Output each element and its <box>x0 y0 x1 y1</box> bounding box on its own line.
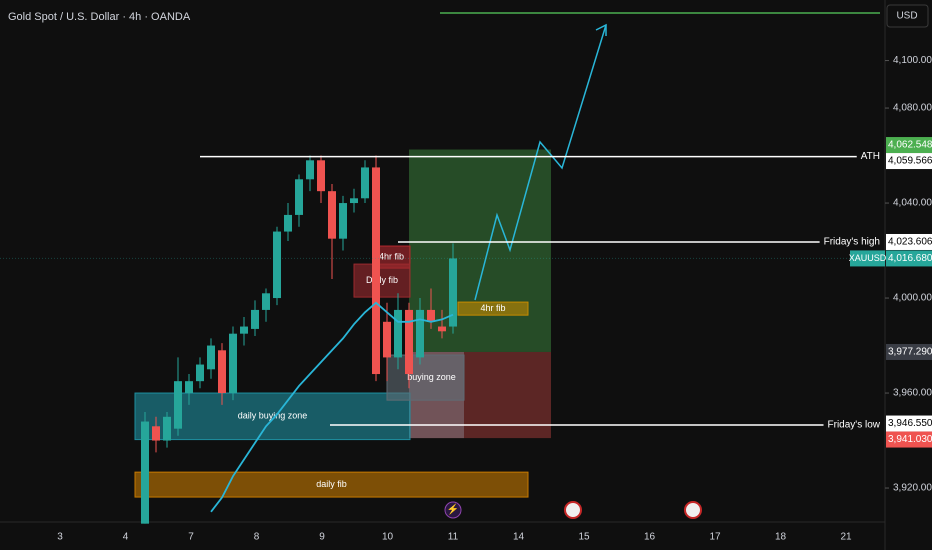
y-tick-label: 3,960.000 <box>893 388 932 399</box>
candle-body <box>174 381 182 429</box>
price-label: 4,016.680 <box>888 253 932 264</box>
zone-label: 4hr fib <box>379 251 404 261</box>
price-label-box <box>886 415 932 432</box>
zone-label: buying zone <box>407 372 456 382</box>
price-label-box <box>886 137 932 154</box>
x-tick-label: 8 <box>254 532 260 543</box>
x-tick-label: 10 <box>382 532 394 543</box>
price-axis: 3,920.000 3,960.000 4,000.000 4,040.000 4,08… <box>849 55 932 494</box>
candle-body <box>394 309 402 358</box>
candle-body <box>339 203 347 239</box>
candle-body <box>372 167 380 375</box>
candle-body <box>185 381 193 394</box>
y-tick-label: 4,000.000 <box>893 293 932 304</box>
price-label: 3,946.550 <box>888 418 932 429</box>
candle-body <box>196 364 204 382</box>
zones: daily buying zone daily fib 4hr fib Daily f… <box>134 149 551 498</box>
price-label: 3,977.290 <box>888 347 932 358</box>
levels: ATH Friday's high Friday's low <box>0 151 885 431</box>
candle-body <box>229 333 237 394</box>
candle-body <box>295 179 303 215</box>
zone-label: 4hr fib <box>480 303 505 313</box>
candle-body <box>251 309 259 329</box>
zone-label: daily fib <box>316 479 347 489</box>
candle-body <box>438 326 446 332</box>
price-label-box <box>886 153 932 170</box>
price-label-box <box>886 233 932 250</box>
candle-body <box>350 198 358 204</box>
x-tick-label: 9 <box>319 532 325 543</box>
event-icon-glyph: ⚡ <box>447 503 459 516</box>
price-label: 4,059.566 <box>888 156 932 167</box>
symbol-label: XAUUSD <box>849 253 887 263</box>
level-name: ATH <box>861 151 880 162</box>
candle-body <box>284 214 292 232</box>
x-tick-label: 18 <box>775 532 787 543</box>
level-name: Friday's high <box>824 237 880 248</box>
candle-body <box>306 160 314 180</box>
y-tick-label: 4,100.000 <box>893 55 932 66</box>
currency-label: USD <box>896 11 917 22</box>
x-tick-label: 17 <box>709 532 721 543</box>
y-tick-label: 4,080.000 <box>893 103 932 114</box>
candle-body <box>361 167 369 199</box>
zone-label: daily buying zone <box>238 411 308 421</box>
y-tick-label: 3,920.000 <box>893 483 932 494</box>
price-label-box <box>886 343 932 360</box>
x-tick-label: 15 <box>578 532 590 543</box>
candle-body <box>141 421 149 524</box>
moving-average <box>210 301 454 513</box>
price-label-box <box>886 431 932 448</box>
price-label: 4,023.606 <box>888 237 932 248</box>
candle-body <box>405 309 413 375</box>
candle-body <box>383 321 391 358</box>
candle-body <box>416 309 424 358</box>
candle-body <box>427 309 435 322</box>
y-tick-label: 4,040.000 <box>893 198 932 209</box>
candle-body <box>152 426 160 441</box>
price-label-box <box>886 250 932 267</box>
x-tick-label: 16 <box>644 532 656 543</box>
event-icon[interactable] <box>684 501 702 519</box>
price-label: 3,941.030 <box>888 434 932 445</box>
candle-body <box>262 293 270 310</box>
event-icon[interactable] <box>564 501 582 519</box>
level-name: Friday's low <box>828 420 881 431</box>
x-tick-label: 3 <box>57 532 63 543</box>
chart-title: Gold Spot / U.S. Dollar · 4h · OANDA <box>8 11 191 23</box>
event-icon[interactable] <box>444 501 462 519</box>
projection-arrowhead <box>595 23 607 36</box>
projection-path <box>474 24 607 301</box>
candles <box>141 155 457 524</box>
x-tick-label: 14 <box>513 532 525 543</box>
candle-body <box>273 231 281 299</box>
zone <box>353 263 411 298</box>
candle-body <box>240 326 248 334</box>
candle-body <box>218 350 226 394</box>
x-tick-label: 7 <box>188 532 194 543</box>
price-label: 4,062.548 <box>888 140 932 151</box>
candle-body <box>328 191 336 239</box>
candle-body <box>163 416 171 441</box>
symbol-label-box <box>850 250 885 267</box>
candle-body <box>317 160 325 192</box>
x-tick-label: 21 <box>840 532 852 543</box>
zone <box>134 471 529 498</box>
zone-label: Daily fib <box>366 275 398 285</box>
candle-body <box>207 345 215 370</box>
x-tick-label: 11 <box>448 532 459 543</box>
currency-button[interactable] <box>886 4 929 28</box>
zone <box>457 301 529 316</box>
x-tick-label: 4 <box>123 532 129 543</box>
candle-body <box>449 258 457 327</box>
